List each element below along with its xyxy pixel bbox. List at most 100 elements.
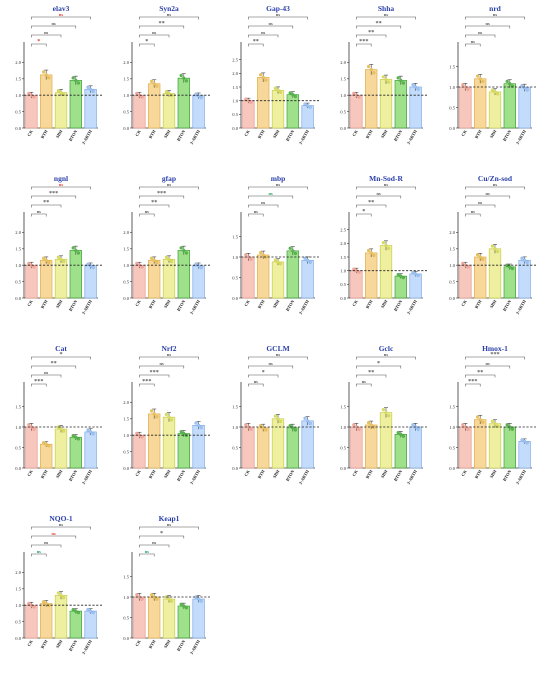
bar	[148, 413, 161, 469]
significance-label: ***	[468, 378, 477, 385]
data-point	[522, 439, 527, 443]
significance-label: ns	[486, 191, 490, 196]
chart-panel: Hmox-10.00.51.01.5CK BTH SBH BTON 2-ABTH****…	[449, 344, 536, 485]
data-point	[303, 102, 307, 106]
data-point	[152, 82, 156, 86]
bar	[488, 423, 502, 469]
data-point	[466, 427, 470, 431]
data-point	[490, 244, 495, 248]
significance-bracket	[248, 365, 294, 369]
significance-label: ns	[37, 549, 41, 554]
bar	[365, 252, 378, 299]
x-tick-label: CK	[243, 128, 251, 137]
y-tick-label: 0.0	[15, 466, 21, 471]
y-tick-label: 2.0	[449, 230, 455, 235]
data-point	[357, 427, 361, 431]
significance-bracket	[465, 186, 525, 190]
data-point	[401, 81, 406, 85]
x-tick-label: CK	[243, 298, 251, 307]
y-tick-label: 0.5	[340, 445, 346, 450]
data-point	[386, 413, 391, 418]
significance-bracket	[31, 374, 62, 378]
significance-label: **	[477, 369, 483, 376]
bar	[162, 598, 176, 639]
y-tick-label: 0.5	[123, 109, 129, 114]
data-point	[135, 593, 139, 597]
significance-bracket	[139, 213, 155, 217]
data-point	[481, 257, 485, 261]
x-tick-label: BTON	[176, 638, 187, 652]
bar	[69, 610, 82, 639]
data-point	[293, 94, 298, 99]
y-tick-label: 0.5	[123, 449, 129, 454]
x-tick-label: SBH	[380, 128, 389, 139]
data-point	[196, 597, 201, 601]
data-point	[386, 246, 391, 251]
y-tick-label: 2.0	[15, 570, 21, 575]
bar	[286, 94, 299, 129]
data-point	[396, 430, 400, 435]
data-point	[264, 428, 268, 432]
significance-bracket	[139, 16, 199, 20]
y-tick-label: 1.0	[123, 93, 129, 98]
bar	[242, 256, 255, 299]
significance-bracket	[139, 383, 155, 387]
bar	[177, 77, 190, 129]
data-point	[167, 257, 171, 261]
x-tick-label: BTH	[365, 128, 374, 139]
bar	[242, 100, 255, 129]
significance-bracket	[31, 204, 62, 208]
y-tick-label: 2.0	[15, 60, 21, 65]
bar	[257, 427, 270, 469]
x-tick-label: BTH	[257, 128, 266, 139]
bar	[192, 95, 205, 129]
data-point	[76, 251, 81, 255]
y-tick-label: 1.5	[232, 85, 238, 90]
y-tick-label: 1.0	[340, 93, 346, 98]
significance-bracket	[139, 204, 170, 208]
data-point	[399, 274, 403, 278]
data-point	[308, 421, 312, 426]
data-point	[416, 427, 420, 431]
bar	[474, 419, 487, 469]
bar	[25, 604, 38, 639]
data-point	[61, 596, 66, 600]
data-point	[261, 253, 265, 257]
data-point	[149, 593, 154, 597]
bar	[25, 264, 38, 299]
y-tick-label: 1.0	[15, 425, 21, 430]
y-tick-label: 0.5	[449, 279, 455, 284]
data-point	[386, 80, 391, 84]
data-point	[56, 255, 61, 259]
significance-bracket	[465, 365, 511, 369]
significance-label: ns	[59, 182, 63, 187]
data-point	[27, 261, 31, 266]
x-tick-label: SBH	[163, 298, 172, 309]
significance-label: *	[262, 369, 265, 376]
data-point	[59, 593, 63, 598]
significance-bracket	[31, 213, 47, 217]
significance-label: ns	[59, 12, 63, 17]
x-tick-label: SBH	[272, 468, 281, 479]
data-point	[291, 93, 295, 97]
x-tick-label: BTON	[68, 128, 79, 142]
x-tick-label: BTH	[40, 128, 49, 139]
x-tick-label: 2-ABTH	[406, 128, 419, 145]
data-point	[140, 265, 144, 269]
significance-bracket	[31, 526, 91, 530]
significance-label: ns	[261, 200, 265, 205]
y-tick-label: 2.0	[340, 241, 346, 246]
significance-label: *	[377, 360, 380, 367]
data-point	[525, 260, 529, 264]
bar	[271, 89, 285, 129]
bar	[350, 270, 363, 299]
significance-bracket	[465, 356, 525, 360]
bar	[301, 105, 314, 129]
significance-bracket	[31, 25, 77, 29]
bar	[459, 426, 472, 469]
significance-bracket	[465, 213, 481, 217]
